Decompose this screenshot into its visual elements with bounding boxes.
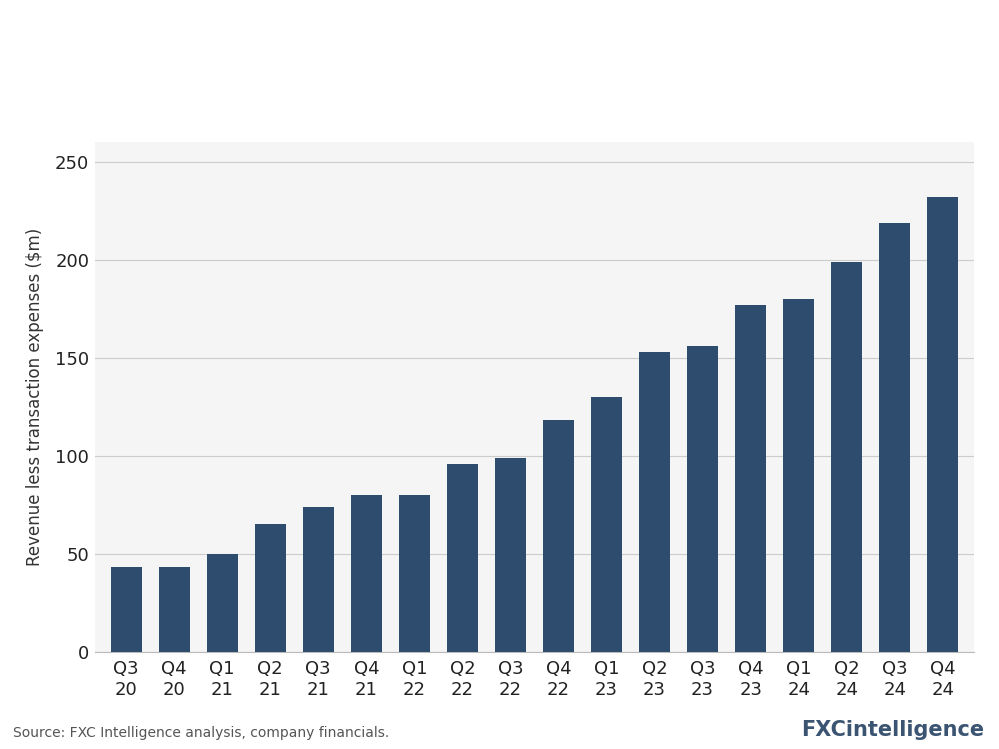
Text: Remitly’s revenue excluding impact of transaction costs grows: Remitly’s revenue excluding impact of tr… <box>15 23 999 51</box>
Bar <box>399 495 430 652</box>
Bar <box>351 495 382 652</box>
Bar <box>687 346 718 652</box>
Bar <box>542 420 574 652</box>
Bar <box>591 397 622 652</box>
Bar <box>735 305 766 652</box>
Bar <box>879 222 910 652</box>
Bar <box>207 554 238 652</box>
Bar <box>927 197 958 652</box>
Bar <box>447 464 478 652</box>
Bar <box>831 262 862 652</box>
Bar <box>255 524 286 652</box>
Y-axis label: Revenue less transaction expenses ($m): Revenue less transaction expenses ($m) <box>26 228 44 566</box>
Bar <box>303 506 334 652</box>
Bar <box>111 568 142 652</box>
Bar <box>783 299 814 652</box>
Text: Source: FXC Intelligence analysis, company financials.: Source: FXC Intelligence analysis, compa… <box>13 726 390 740</box>
Text: Quarterly revenue less transaction expenses, 2020-2024: Quarterly revenue less transaction expen… <box>15 83 570 102</box>
Bar <box>495 458 526 652</box>
Text: FXCintelligence: FXCintelligence <box>801 720 984 740</box>
Bar <box>159 568 190 652</box>
Bar <box>639 352 670 652</box>
